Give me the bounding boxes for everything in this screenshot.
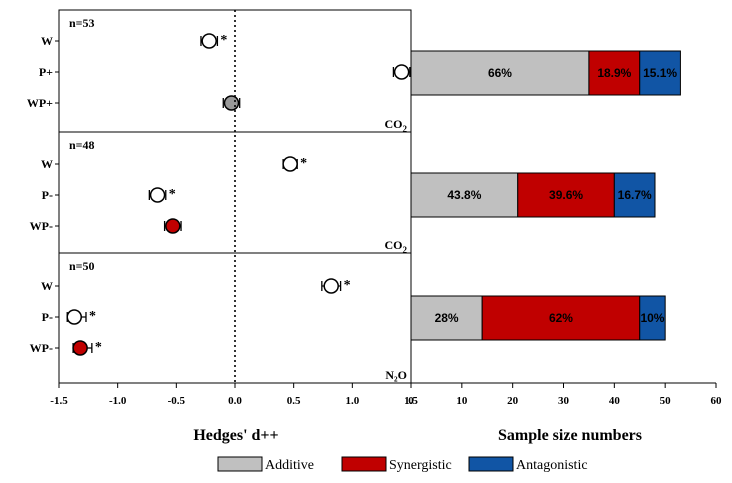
x-tick-label: -1.0 xyxy=(109,395,127,407)
bar-percent-label: 43.8% xyxy=(447,188,481,202)
legend-swatch xyxy=(468,456,514,472)
effect-point xyxy=(66,309,83,325)
legend-swatch xyxy=(217,456,263,472)
panel-gas-label: CO2 xyxy=(385,238,408,255)
bar-percent-label: 28% xyxy=(435,311,459,325)
row-label: W xyxy=(41,157,53,171)
bar-x-axis-label: Sample size numbers xyxy=(498,427,642,444)
forest-panel-frame xyxy=(58,252,412,384)
effect-point xyxy=(223,95,240,111)
bar-percent-label: 39.6% xyxy=(549,188,583,202)
panel-gas-label: CO2 xyxy=(385,117,408,134)
gas-label-main: N₂O xyxy=(385,368,407,382)
row-label: P- xyxy=(42,310,53,324)
bar-percent-label: 10% xyxy=(640,311,664,325)
forest-x-axis-label: Hedges' d++ xyxy=(193,427,278,444)
gas-label-subscript: 2 xyxy=(403,124,408,134)
gas-label-main: CO xyxy=(385,117,403,131)
x-tick-label: 0.5 xyxy=(287,395,301,407)
forest-plot: n=53CO2W*P+*WP+n=48CO2W*P-*WP-n=50N₂OW*P… xyxy=(27,9,420,407)
effect-point xyxy=(282,156,298,172)
stacked-bar-chart: 0 10 20 30 40 50 60 66% 18.9% 15.1% 43.8% 39.6% 16.7… xyxy=(408,50,723,407)
row-label: W xyxy=(41,279,53,293)
bar-percent-label: 18.9% xyxy=(597,66,631,80)
x-tick-label: 10 xyxy=(456,395,468,407)
gas-label-subscript: 2 xyxy=(403,245,408,255)
row-label: P- xyxy=(42,188,53,202)
significance-marker: * xyxy=(95,340,102,355)
significance-marker: * xyxy=(300,156,307,171)
legend-swatch xyxy=(341,456,387,472)
effect-point xyxy=(393,64,410,80)
bar-segment xyxy=(517,172,615,218)
effect-point xyxy=(149,187,166,203)
significance-marker: * xyxy=(169,187,176,202)
bar-segment xyxy=(410,172,519,218)
bar-segment xyxy=(639,295,666,341)
x-tick-label: 30 xyxy=(558,395,570,407)
effect-point xyxy=(72,340,88,356)
bar-segment xyxy=(410,50,590,96)
gas-label-main: CO xyxy=(385,238,403,252)
significance-marker: * xyxy=(220,33,227,48)
row-label: WP- xyxy=(30,341,53,355)
row-label: WP+ xyxy=(27,96,53,110)
x-tick-label: 60 xyxy=(711,395,723,407)
bar-segment xyxy=(613,172,656,218)
significance-marker: * xyxy=(89,309,96,324)
panel-gas-label: N₂O xyxy=(385,368,407,382)
legend-label: Antagonistic xyxy=(516,458,588,473)
bar-percent-label: 15.1% xyxy=(643,66,677,80)
x-tick-label: 1.5 xyxy=(404,395,418,407)
x-tick-label: -0.5 xyxy=(168,395,186,407)
bar-percent-label: 62% xyxy=(549,311,573,325)
legend: Additive Synergistic Antagonistic xyxy=(217,456,588,473)
x-tick-label: 50 xyxy=(660,395,672,407)
bar-percent-label: 66% xyxy=(488,66,512,80)
x-tick-label: 40 xyxy=(609,395,621,407)
row-label: P+ xyxy=(39,65,53,79)
panel-n-label: n=53 xyxy=(69,16,95,30)
panel-n-label: n=50 xyxy=(69,259,95,273)
row-label: WP- xyxy=(30,219,53,233)
x-tick-label: 0.0 xyxy=(228,395,242,407)
effect-point xyxy=(165,218,181,234)
panel-n-label: n=48 xyxy=(69,138,95,152)
legend-label: Additive xyxy=(265,458,314,473)
bar-segment xyxy=(410,295,483,341)
x-tick-label: 1.0 xyxy=(345,395,359,407)
row-label: W xyxy=(41,34,53,48)
bar-segment xyxy=(639,50,681,96)
x-tick-label: -1.5 xyxy=(50,395,68,407)
x-tick-label: 20 xyxy=(507,395,519,407)
x-tick-label: 0 xyxy=(408,395,414,407)
significance-marker: * xyxy=(344,278,351,293)
bar-segment xyxy=(481,295,641,341)
legend-label: Synergistic xyxy=(389,458,452,473)
effect-point xyxy=(323,278,339,294)
effect-point xyxy=(201,33,217,49)
bar-percent-label: 16.7% xyxy=(618,188,652,202)
